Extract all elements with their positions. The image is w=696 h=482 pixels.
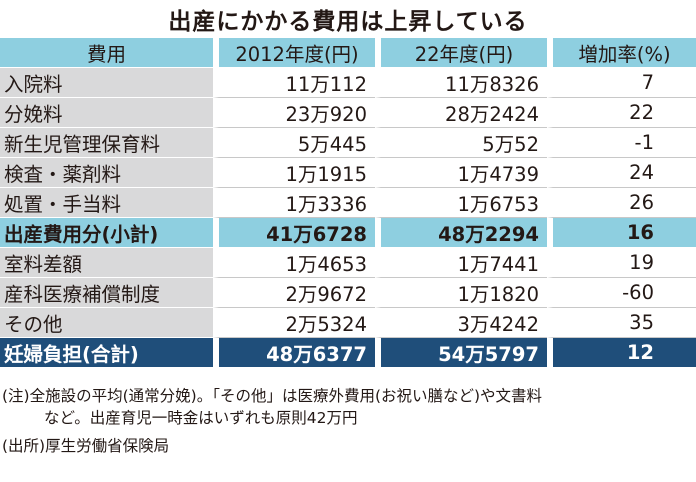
note-line-2: など。出産育児一時金はいずれも原則42万円 (44, 409, 358, 427)
page-title: 出産にかかる費用は上昇している (168, 9, 528, 35)
value-2022-cell: 28万2424 (375, 98, 547, 128)
value-2022-cell: 11万8326 (375, 68, 547, 98)
rate-cell: 26 (547, 188, 696, 218)
source-line: (出所)厚生労働省保険局 (2, 437, 170, 455)
table-header-row: 費用 2012年度(円) 22年度(円) 増加率(%) (0, 38, 696, 68)
item-cell: 出産費用分(小計) (0, 218, 213, 248)
value-2012-cell: 1万3336 (213, 188, 375, 218)
value-2022-cell: 1万4739 (375, 158, 547, 188)
rate-cell: 19 (547, 248, 696, 278)
value-2012-cell: 2万5324 (213, 308, 375, 338)
table-row: 処置・手当料 1万3336 1万6753 26 (0, 188, 696, 218)
table-row: 新生児管理保育料 5万445 5万52 -1 (0, 128, 696, 158)
item-cell: 検査・薬剤料 (0, 158, 213, 188)
table-row: 産科医療補償制度 2万9672 1万1820 -60 (0, 278, 696, 308)
value-2012-cell: 5万445 (213, 128, 375, 158)
value-2012-cell: 2万9672 (213, 278, 375, 308)
header-item: 費用 (0, 38, 213, 68)
value-2022-cell: 1万1820 (375, 278, 547, 308)
value-2012-cell: 1万1915 (213, 158, 375, 188)
footnotes: (注)全施設の平均(通常分娩)。「その他」は医療外費用(お祝い膳など)や文書料 … (2, 385, 694, 457)
value-2022-cell: 1万7441 (375, 248, 547, 278)
value-2012-cell: 23万920 (213, 98, 375, 128)
value-2012-cell: 48万6377 (213, 338, 375, 367)
table-row: 分娩料 23万920 28万2424 22 (0, 98, 696, 128)
item-cell: 新生児管理保育料 (0, 128, 213, 158)
item-cell: 産科医療補償制度 (0, 278, 213, 308)
item-cell: 処置・手当料 (0, 188, 213, 218)
item-cell: 室料差額 (0, 248, 213, 278)
item-cell: 分娩料 (0, 98, 213, 128)
table-row: 検査・薬剤料 1万1915 1万4739 24 (0, 158, 696, 188)
value-2022-cell: 5万52 (375, 128, 547, 158)
value-2012-cell: 1万4653 (213, 248, 375, 278)
rate-cell: 7 (547, 68, 696, 98)
value-2012-cell: 11万112 (213, 68, 375, 98)
header-2012: 2012年度(円) (213, 38, 375, 68)
value-2022-cell: 48万2294 (375, 218, 547, 248)
value-2022-cell: 3万4242 (375, 308, 547, 338)
item-cell: その他 (0, 308, 213, 338)
note-line-1: (注)全施設の平均(通常分娩)。「その他」は医療外費用(お祝い膳など)や文書料 (2, 387, 543, 405)
header-2022: 22年度(円) (375, 38, 547, 68)
rate-cell: 12 (547, 338, 696, 367)
rate-cell: -1 (547, 128, 696, 158)
rate-cell: 35 (547, 308, 696, 338)
item-cell: 妊婦負担(合計) (0, 338, 213, 367)
subtotal-row: 出産費用分(小計) 41万6728 48万2294 16 (0, 218, 696, 248)
header-rate: 増加率(%) (547, 38, 696, 68)
value-2012-cell: 41万6728 (213, 218, 375, 248)
value-2022-cell: 1万6753 (375, 188, 547, 218)
cost-table: 費用 2012年度(円) 22年度(円) 増加率(%) 入院料 11万112 11万… (0, 38, 696, 367)
rate-cell: -60 (547, 278, 696, 308)
table-row: その他 2万5324 3万4242 35 (0, 308, 696, 338)
rate-cell: 24 (547, 158, 696, 188)
value-2022-cell: 54万5797 (375, 338, 547, 367)
item-cell: 入院料 (0, 68, 213, 98)
total-row: 妊婦負担(合計) 48万6377 54万5797 12 (0, 338, 696, 367)
table-row: 入院料 11万112 11万8326 7 (0, 68, 696, 98)
rate-cell: 22 (547, 98, 696, 128)
table-row: 室料差額 1万4653 1万7441 19 (0, 248, 696, 278)
rate-cell: 16 (547, 218, 696, 248)
